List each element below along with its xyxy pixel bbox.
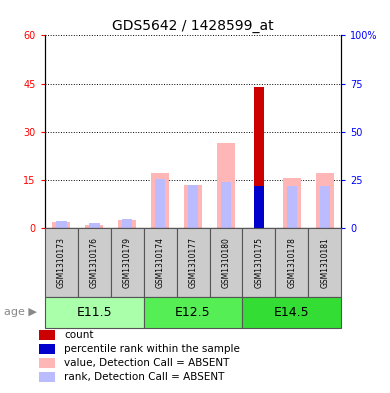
Text: GSM1310176: GSM1310176 [90,237,99,288]
Bar [316,173,334,228]
Text: GSM1310180: GSM1310180 [222,237,230,288]
Text: E12.5: E12.5 [175,306,211,319]
Bar [254,185,264,228]
Bar [243,228,275,297]
Text: GSM1310178: GSM1310178 [287,237,296,288]
Bar [89,223,99,228]
Bar [118,220,136,228]
Text: GSM1310175: GSM1310175 [254,237,263,288]
Bar [151,173,169,228]
Bar [45,297,144,328]
Text: GSM1310174: GSM1310174 [156,237,165,288]
Bar [45,228,78,297]
Bar [122,219,133,228]
Bar [56,221,67,228]
Text: percentile rank within the sample: percentile rank within the sample [64,344,240,354]
Text: GSM1310173: GSM1310173 [57,237,66,288]
Text: GSM1310179: GSM1310179 [123,237,132,288]
Bar [283,178,301,228]
Bar [287,185,297,228]
Bar [319,185,330,228]
Bar [188,185,199,228]
Text: age ▶: age ▶ [4,307,37,318]
Bar [144,228,177,297]
Bar [243,297,341,328]
Bar [155,179,165,228]
Bar [144,297,243,328]
Text: E11.5: E11.5 [76,306,112,319]
Bar [221,182,231,228]
Bar [78,228,111,297]
Text: GSM1310181: GSM1310181 [320,237,329,288]
Text: E14.5: E14.5 [274,306,310,319]
Bar [184,185,202,228]
Bar [209,228,243,297]
Text: GSM1310177: GSM1310177 [188,237,198,288]
Title: GDS5642 / 1428599_at: GDS5642 / 1428599_at [112,19,274,33]
Bar [275,228,308,297]
Bar [111,228,144,297]
Text: count: count [64,330,94,340]
Bar [308,228,341,297]
Text: value, Detection Call = ABSENT: value, Detection Call = ABSENT [64,358,230,368]
Bar [85,225,103,228]
Text: rank, Detection Call = ABSENT: rank, Detection Call = ABSENT [64,372,225,382]
Bar [52,222,70,228]
Bar [177,228,209,297]
Bar [217,143,235,228]
Bar [254,87,264,228]
